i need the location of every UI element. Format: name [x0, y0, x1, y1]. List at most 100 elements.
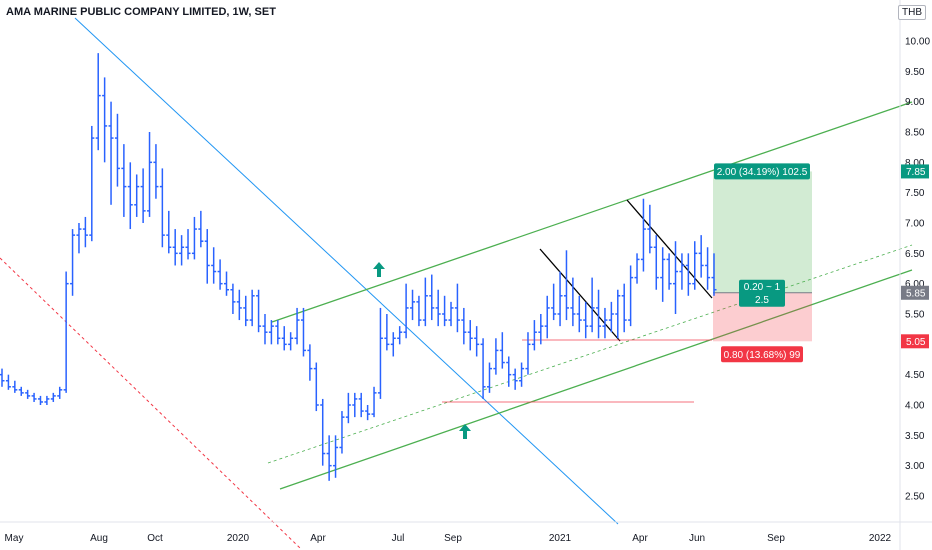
ohlc-bar: [243, 295, 249, 327]
ohlc-bar: [320, 398, 326, 466]
ohlc-bar: [204, 229, 210, 284]
ohlc-bar: [698, 235, 704, 278]
ohlc-bar: [191, 216, 197, 260]
loss-label-bg: [721, 346, 803, 363]
ohlc-bar: [416, 295, 422, 327]
ohlc-bar: [0, 368, 5, 387]
ohlc-bar: [628, 265, 634, 327]
y-tick-label: 6.00: [905, 279, 925, 290]
y-tick-label: 4.00: [905, 401, 925, 412]
ohlc-bar: [448, 301, 454, 327]
ohlc-bar: [25, 389, 31, 399]
ohlc-bar: [217, 259, 223, 290]
red-dotted-trendline[interactable]: [0, 257, 301, 549]
ohlc-bar: [211, 247, 217, 284]
ohlc-bar: [596, 289, 602, 339]
ohlc-bar: [506, 356, 512, 387]
ohlc-bar: [114, 113, 120, 187]
ohlc-bar: [602, 307, 608, 339]
ohlc-bar: [89, 125, 95, 242]
ohlc-bar: [640, 198, 646, 272]
ohlc-bar: [108, 101, 114, 205]
ohlc-bar: [499, 332, 505, 369]
ohlc-bar: [519, 362, 525, 387]
y-tick-label: 2.50: [905, 492, 925, 503]
ohlc-bar: [127, 162, 133, 230]
ohlc-bar: [352, 392, 358, 418]
x-tick-label: 2020: [227, 533, 250, 544]
pattern-line-2[interactable]: [626, 199, 713, 299]
ratio-line-1: 0.20 ~ 1: [744, 282, 781, 293]
x-tick-label: 2021: [549, 533, 572, 544]
loss-label: 0.80 (13.68%) 99: [724, 350, 801, 361]
ohlc-bar: [531, 320, 537, 351]
ohlc-bar: [224, 271, 230, 296]
ohlc-bar: [275, 320, 281, 345]
ohlc-bar: [653, 235, 659, 290]
ohlc-bar: [647, 204, 653, 254]
price-tag-bg: [901, 285, 929, 300]
x-tick-label: Sep: [767, 533, 785, 544]
ohlc-bar: [50, 392, 56, 402]
ohlc-bar: [333, 435, 339, 478]
ohlc-bar: [159, 168, 165, 248]
y-tick-label: 4.50: [905, 370, 925, 381]
ohlc-bar: [70, 229, 76, 296]
ohlc-bar: [294, 307, 300, 345]
ohlc-bar: [442, 295, 448, 327]
x-tick-label: Jun: [689, 533, 705, 544]
channel-upper-line[interactable]: [271, 101, 913, 323]
up-arrow-icon: [373, 262, 385, 277]
ohlc-bar: [486, 362, 492, 393]
x-tick-label: 2022: [869, 533, 892, 544]
ohlc-bar: [705, 247, 711, 290]
price-tag: 5.05: [906, 337, 926, 348]
profit-zone[interactable]: [713, 171, 812, 293]
ohlc-bar: [422, 277, 428, 327]
up-arrow-icon: [459, 424, 471, 439]
ohlc-bar: [339, 411, 345, 454]
x-tick-label: Apr: [310, 533, 326, 544]
y-tick-label: 8.00: [905, 158, 925, 169]
ohlc-bar: [63, 271, 69, 393]
y-tick-label: 8.50: [905, 128, 925, 139]
ohlc-bar: [166, 210, 172, 254]
ohlc-bar: [31, 392, 37, 402]
ohlc-bar: [44, 395, 50, 405]
price-bars: [0, 53, 717, 481]
ohlc-bar: [608, 301, 614, 333]
y-tick-label: 10.00: [905, 37, 930, 48]
channel-lower-line[interactable]: [279, 269, 913, 490]
ohlc-bar: [102, 77, 108, 163]
currency-badge[interactable]: THB: [898, 5, 926, 20]
ohlc-bar: [172, 229, 178, 266]
ohlc-bar: [576, 295, 582, 333]
price-tag: 7.85: [906, 167, 926, 178]
channel-mid-line[interactable]: [267, 244, 913, 464]
ohlc-bar: [262, 314, 268, 345]
blue-trendline[interactable]: [74, 17, 619, 525]
chart-drawings[interactable]: [0, 17, 913, 549]
x-tick-label: May: [5, 533, 24, 544]
ohlc-bar: [326, 435, 332, 481]
chart-title: AMA MARINE PUBLIC COMPANY LIMITED, 1W, S…: [6, 6, 276, 18]
ohlc-bar: [570, 277, 576, 327]
ohlc-bar: [544, 295, 550, 339]
ohlc-bar: [512, 368, 518, 390]
ohlc-bar: [563, 250, 569, 321]
ohlc-bar: [288, 332, 294, 351]
ohlc-bar: [185, 229, 191, 260]
ohlc-bar: [281, 326, 287, 351]
pattern-line-1[interactable]: [539, 248, 621, 342]
ohlc-bar: [474, 326, 480, 357]
ohlc-bar: [589, 277, 595, 333]
ohlc-bar: [18, 386, 24, 396]
ohlc-bar: [403, 283, 409, 339]
ohlc-bar: [660, 247, 666, 302]
x-tick-label: Apr: [632, 533, 648, 544]
ohlc-bar: [390, 332, 396, 357]
y-tick-label: 3.00: [905, 461, 925, 472]
long-position-tool[interactable]: 2.00 (34.19%) 102.5 0.80 (13.68%) 99 0.20 …: [713, 163, 812, 363]
